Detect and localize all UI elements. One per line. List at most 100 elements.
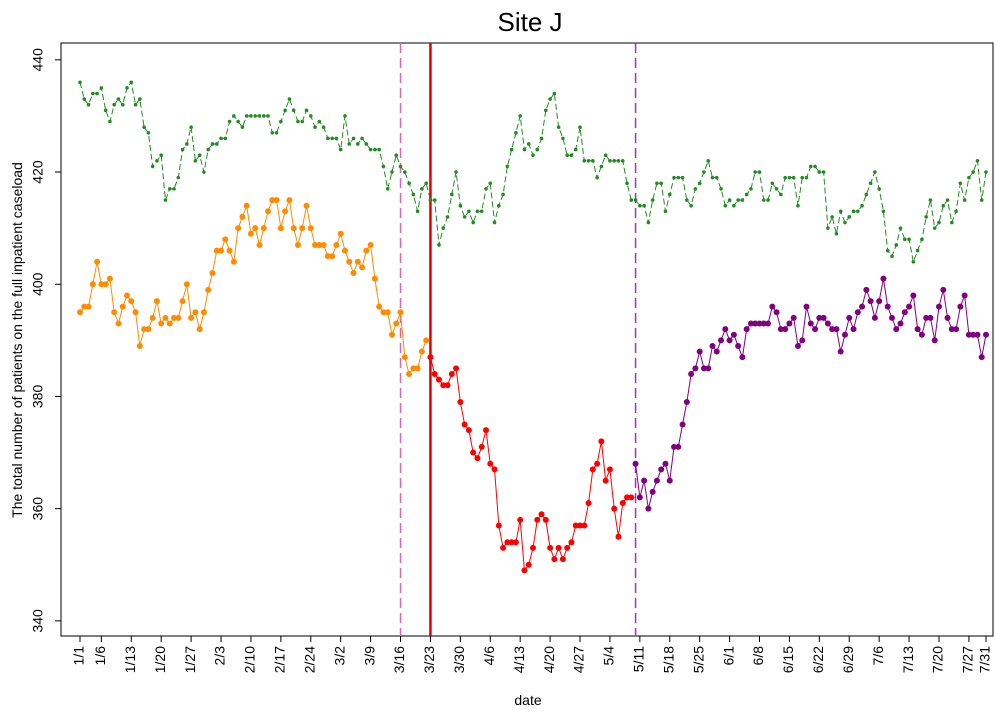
data-point (594, 460, 601, 467)
data-point (398, 164, 403, 169)
data-point (402, 170, 407, 174)
data-point (188, 314, 195, 321)
data-point (910, 292, 917, 299)
data-point (824, 320, 831, 327)
data-point (176, 175, 181, 180)
data-point (432, 198, 437, 202)
data-point (753, 170, 758, 174)
x-tick-label: 5/11 (631, 646, 647, 672)
data-point (514, 130, 518, 135)
data-point (149, 314, 156, 321)
data-point (103, 108, 108, 113)
data-point (602, 477, 609, 484)
data-point (820, 314, 827, 321)
data-point (871, 314, 878, 321)
data-point (341, 247, 348, 254)
data-point (885, 248, 890, 253)
series-line (79, 198, 427, 376)
data-point (316, 241, 323, 248)
data-point (308, 114, 313, 118)
data-point (983, 331, 989, 338)
data-point (672, 175, 676, 180)
data-point (317, 119, 322, 124)
x-tick-label: 6/15 (780, 646, 796, 673)
data-point (158, 320, 165, 327)
data-point (971, 170, 975, 174)
data-point (81, 303, 88, 310)
data-point (945, 198, 950, 202)
data-point (581, 522, 588, 529)
data-point (521, 567, 528, 574)
data-point (791, 175, 796, 180)
data-point (585, 500, 592, 507)
data-point (611, 505, 618, 512)
data-point (876, 298, 883, 305)
data-point (718, 337, 725, 344)
data-point (448, 371, 455, 378)
data-point (838, 209, 843, 214)
data-point (897, 320, 904, 327)
data-point (821, 170, 826, 174)
data-point (655, 181, 659, 186)
data-point (300, 119, 305, 124)
data-point (125, 86, 129, 90)
data-point (906, 303, 913, 310)
data-point (629, 198, 634, 202)
data-point (467, 209, 471, 214)
data-point (410, 365, 417, 372)
x-tick-label: 1/6 (92, 646, 108, 666)
data-point (761, 198, 766, 202)
data-point (273, 197, 280, 204)
data-point (196, 326, 203, 333)
data-point (948, 326, 955, 333)
data-point (854, 309, 861, 316)
data-point (954, 209, 958, 214)
x-tick-label: 5/25 (690, 646, 706, 673)
data-point (747, 320, 754, 327)
data-point (192, 309, 199, 316)
data-point (277, 225, 284, 232)
data-point (530, 544, 536, 551)
data-point (957, 303, 964, 310)
data-point (659, 181, 664, 186)
data-point (539, 136, 544, 141)
data-point (333, 241, 340, 248)
x-tick-label: 4/27 (571, 646, 587, 673)
data-point (850, 326, 857, 333)
data-point (975, 159, 980, 163)
data-point (324, 253, 331, 260)
data-point (706, 159, 711, 163)
data-point (756, 320, 763, 327)
data-point (397, 309, 404, 316)
data-point (740, 198, 745, 202)
data-point (219, 136, 223, 141)
data-point (816, 314, 823, 321)
series-line (635, 278, 987, 509)
data-point (98, 281, 105, 288)
data-point (424, 181, 428, 186)
y-tick-label: 400 (30, 272, 46, 296)
data-point (155, 159, 159, 163)
data-point (478, 443, 485, 450)
data-point (210, 142, 215, 146)
data-point (249, 114, 253, 118)
data-point (638, 203, 642, 208)
data-point (457, 399, 464, 406)
data-point (227, 119, 232, 124)
x-tick-label: 2/10 (242, 646, 258, 673)
data-point (257, 114, 262, 118)
data-point (153, 298, 160, 305)
data-point (787, 175, 792, 180)
data-point (817, 170, 822, 174)
data-point (555, 544, 562, 551)
data-point (658, 466, 665, 473)
data-point (108, 119, 112, 124)
data-point (330, 136, 334, 141)
data-point (175, 314, 182, 321)
data-point (461, 421, 468, 428)
x-tick-label: 5/4 (601, 646, 617, 666)
data-point (709, 342, 716, 349)
data-point (180, 147, 185, 152)
data-point (77, 309, 83, 316)
data-point (559, 556, 566, 563)
